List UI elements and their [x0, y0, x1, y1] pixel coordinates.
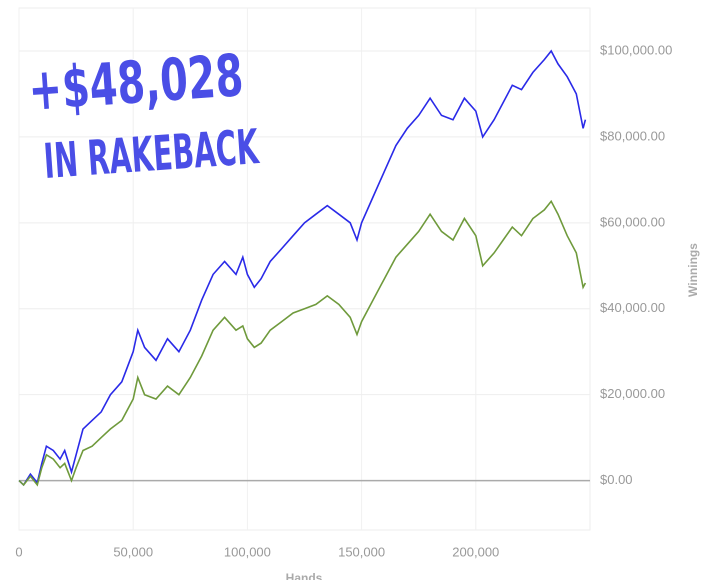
y-tick-label: $0.00 — [600, 472, 633, 487]
series-line — [18, 199, 587, 487]
annotation: IN RAKEBACK — [42, 119, 261, 190]
y-tick-label: $100,000.00 — [600, 42, 672, 57]
x-tick-label: 100,000 — [224, 544, 271, 559]
series-line — [18, 49, 587, 487]
y-tick-label: $60,000.00 — [600, 214, 665, 229]
x-tick-label: 0 — [15, 544, 22, 559]
x-tick-label: 200,000 — [452, 544, 499, 559]
x-tick-label: 50,000 — [113, 544, 153, 559]
y-tick-label: $40,000.00 — [600, 300, 665, 315]
annotation: +$48,028 — [26, 41, 245, 124]
y-tick-label: $20,000.00 — [600, 386, 665, 401]
y-tick-label: $80,000.00 — [600, 128, 665, 143]
y-axis-title: Winnings — [686, 243, 700, 297]
x-tick-label: 150,000 — [338, 544, 385, 559]
x-axis-title: Hands — [286, 571, 323, 580]
